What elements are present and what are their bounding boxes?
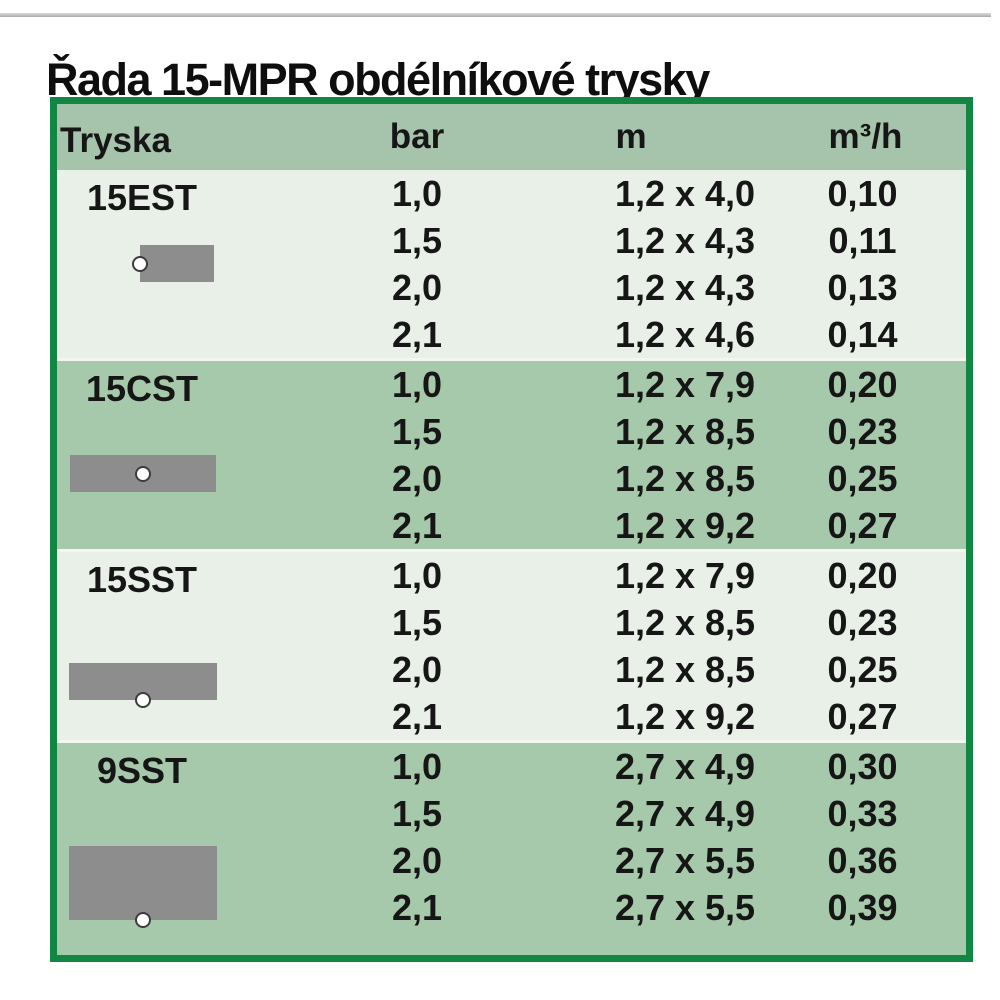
- table-row: 1,5 1,2 x 8,5 0,23: [57, 408, 966, 455]
- cell-bar: 2,1: [391, 313, 443, 355]
- cell-flow: 0,20: [807, 549, 966, 599]
- cell-bar: 1,5: [391, 792, 443, 834]
- table-row: 2,1 1,2 x 4,6 0,14: [57, 311, 966, 358]
- cell-m: 1,2 x 9,2: [614, 695, 756, 737]
- cell-flow: 0,39: [827, 886, 898, 928]
- nozzle-origin-dot: [135, 912, 151, 928]
- nozzle-group-label: 15SST: [86, 559, 198, 600]
- cell-flow: 0,14: [827, 313, 898, 355]
- cell-m: 2,7 x 4,9: [507, 740, 807, 790]
- cell-bar: 1,5: [391, 219, 443, 261]
- cell-bar: 1,5: [391, 601, 443, 643]
- cell-flow: 0,20: [807, 358, 966, 408]
- cell-m: 1,2 x 4,3: [614, 219, 756, 261]
- table-row: 2,0 2,7 x 5,5 0,36: [57, 837, 966, 884]
- cell-bar: 2,0: [391, 457, 443, 499]
- cell-bar: 1,0: [327, 549, 507, 599]
- cell-flow: 0,25: [827, 648, 898, 690]
- cell-flow: 0,33: [827, 792, 898, 834]
- nozzle-origin-dot: [132, 255, 148, 272]
- table-row: 2,0 1,2 x 8,5 0,25: [57, 646, 966, 693]
- cell-bar: 1,5: [391, 410, 443, 452]
- cell-bar: 2,1: [391, 695, 443, 737]
- cell-flow: 0,10: [827, 172, 898, 214]
- col-header-m: m: [507, 104, 807, 170]
- table-row: 2,1 2,7 x 5,5 0,39: [57, 884, 966, 955]
- top-divider: [0, 13, 991, 17]
- nozzle-group-label: 9SST: [96, 750, 188, 791]
- cell-m: 1,2 x 8,5: [614, 648, 756, 690]
- table-header-row: Tryska bar m m³/h: [57, 104, 966, 170]
- cell-flow: 0,23: [827, 410, 898, 452]
- cell-flow: 0,27: [827, 695, 898, 737]
- cell-m: 1,2 x 7,9: [507, 549, 807, 599]
- cell-bar: 2,1: [391, 886, 443, 928]
- cell-bar: 2,0: [391, 266, 443, 308]
- cell-flow: 0,11: [828, 219, 897, 261]
- nozzle-spray-pattern-icon: [69, 846, 217, 928]
- group-section-15est: 15EST 1,0 1,2 x 4,0 0,10 1,5 1,2 x 4,3 0…: [57, 170, 966, 358]
- cell-flow: 0,13: [827, 266, 898, 308]
- table-row: 2,0 1,2 x 8,5 0,25: [57, 455, 966, 502]
- nozzle-spray-pattern-icon: [132, 245, 214, 282]
- table-row: 1,5 1,2 x 8,5 0,23: [57, 599, 966, 646]
- table-row: 1,5 2,7 x 4,9 0,33: [57, 790, 966, 837]
- group-cell-15sst: 15SST: [57, 549, 327, 740]
- cell-bar: 2,0: [391, 648, 443, 690]
- cell-m: 1,2 x 8,5: [614, 410, 756, 452]
- page-title: Řada 15-MPR obdélníkové trysky: [46, 54, 710, 106]
- table-row: 15EST 1,0 1,2 x 4,0 0,10: [57, 170, 966, 282]
- cell-m: 1,2 x 8,5: [614, 457, 756, 499]
- cell-flow: 0,23: [827, 601, 898, 643]
- table-row: 15SST 1,0 1,2 x 7,9 0,20: [57, 549, 966, 708]
- group-cell-15cst: 15CST: [57, 358, 327, 549]
- cell-bar: 2,0: [391, 839, 443, 881]
- table-row: 2,0 1,2 x 4,3 0,13: [57, 264, 966, 311]
- nozzle-spray-pattern-icon: [69, 663, 217, 708]
- table-row: 2,1 1,2 x 9,2 0,27: [57, 502, 966, 549]
- nozzle-group-label: 15EST: [86, 177, 198, 218]
- cell-bar: 1,0: [391, 172, 443, 214]
- cell-flow: 0,25: [827, 457, 898, 499]
- group-section-15sst: 15SST 1,0 1,2 x 7,9 0,20 1,5 1,2 x 8,5 0…: [57, 549, 966, 740]
- nozzle-performance-table: Tryska bar m m³/h 15EST 1,0 1,2 x 4,0 0,…: [50, 97, 973, 962]
- table-row: 15CST 1,0 1,2 x 7,9 0,20: [57, 358, 966, 492]
- cell-m: 1,2 x 7,9: [507, 358, 807, 408]
- group-section-9sst: 9SST 1,0 2,7 x 4,9 0,30 1,5 2,7 x 4,9 0,…: [57, 740, 966, 955]
- col-header-tryska: Tryska: [57, 104, 327, 170]
- cell-m: 1,2 x 9,2: [614, 504, 756, 546]
- cell-flow: 0,30: [807, 740, 966, 790]
- cell-m: 1,2 x 4,6: [614, 313, 756, 355]
- nozzle-origin-dot: [135, 465, 151, 482]
- group-section-15cst: 15CST 1,0 1,2 x 7,9 0,20 1,5 1,2 x 8,5 0…: [57, 358, 966, 549]
- nozzle-spray-pattern-icon: [70, 455, 216, 492]
- cell-bar: 2,1: [391, 504, 443, 546]
- nozzle-group-label: 15CST: [85, 368, 199, 409]
- cell-m: 1,2 x 4,3: [614, 266, 756, 308]
- table-row: 9SST 1,0 2,7 x 4,9 0,30: [57, 740, 966, 928]
- table-row: 1,5 1,2 x 4,3 0,11: [57, 217, 966, 264]
- col-header-bar: bar: [327, 104, 507, 170]
- cell-m: 2,7 x 4,9: [614, 792, 756, 834]
- cell-m: 2,7 x 5,5: [614, 839, 756, 881]
- nozzle-origin-dot: [135, 692, 151, 708]
- cell-m: 1,2 x 4,0: [614, 172, 756, 214]
- cell-flow: 0,36: [827, 839, 898, 881]
- col-header-flow: m³/h: [807, 104, 966, 170]
- table-row: 2,1 1,2 x 9,2 0,27: [57, 693, 966, 740]
- cell-m: 2,7 x 5,5: [614, 886, 756, 928]
- group-cell-15est: 15EST: [57, 170, 327, 358]
- cell-bar: 1,0: [327, 358, 507, 408]
- group-cell-9sst: 9SST: [57, 740, 327, 955]
- cell-m: 1,2 x 8,5: [614, 601, 756, 643]
- cell-bar: 1,0: [327, 740, 507, 790]
- cell-flow: 0,27: [827, 504, 898, 546]
